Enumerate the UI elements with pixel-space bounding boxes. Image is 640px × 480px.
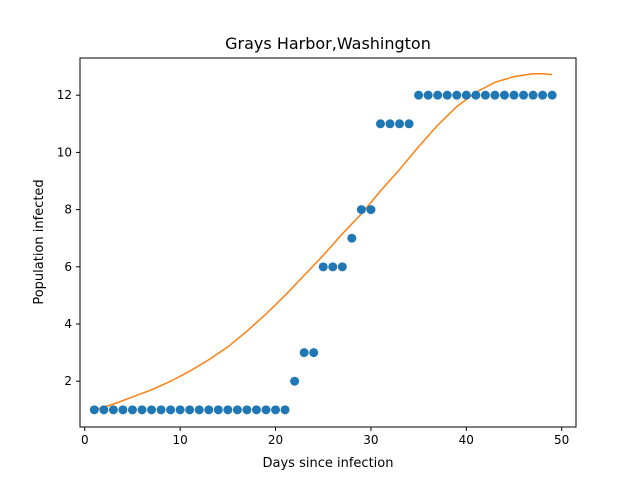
data-point xyxy=(290,376,300,386)
data-point xyxy=(309,348,319,358)
data-point xyxy=(328,262,338,272)
data-point xyxy=(519,90,529,100)
data-point xyxy=(185,405,195,415)
data-point xyxy=(261,405,271,415)
data-point xyxy=(204,405,214,415)
data-point xyxy=(433,90,443,100)
data-point xyxy=(89,405,99,415)
data-point xyxy=(366,205,376,215)
data-point xyxy=(375,119,385,129)
data-point xyxy=(318,262,328,272)
data-point xyxy=(232,405,242,415)
x-tick-label: 30 xyxy=(363,433,378,447)
data-point xyxy=(118,405,128,415)
data-point xyxy=(271,405,281,415)
data-point xyxy=(452,90,462,100)
data-point xyxy=(99,405,109,415)
data-point xyxy=(299,348,309,358)
data-point xyxy=(156,405,166,415)
data-point xyxy=(442,90,452,100)
data-point xyxy=(547,90,557,100)
data-point xyxy=(166,405,176,415)
data-point xyxy=(471,90,481,100)
data-point xyxy=(395,119,405,129)
fit-curve xyxy=(94,72,553,411)
x-axis: 0 10 20 30 40 50 xyxy=(81,427,569,447)
y-tick-label: 10 xyxy=(57,145,72,159)
x-axis-label: Days since infection xyxy=(263,456,394,471)
data-point xyxy=(242,405,252,415)
data-point xyxy=(385,119,395,129)
data-point xyxy=(509,90,519,100)
x-tick-label: 20 xyxy=(268,433,283,447)
data-point xyxy=(175,405,185,415)
plot-area xyxy=(89,72,557,415)
data-point xyxy=(461,90,471,100)
data-point xyxy=(404,119,414,129)
plot-frame xyxy=(79,57,577,428)
data-point xyxy=(194,405,204,415)
data-point xyxy=(423,90,433,100)
data-point xyxy=(538,90,548,100)
x-tick-label: 40 xyxy=(459,433,474,447)
data-point xyxy=(356,205,366,215)
y-axis: 2 4 6 8 10 12 xyxy=(57,88,80,388)
data-point xyxy=(490,90,500,100)
y-tick-label: 6 xyxy=(64,260,72,274)
data-point xyxy=(499,90,509,100)
y-axis-label: Population infected xyxy=(32,179,47,304)
y-tick-label: 4 xyxy=(64,317,72,331)
data-point xyxy=(127,405,137,415)
chart-title: Grays Harbor,Washington xyxy=(225,34,431,53)
data-point xyxy=(137,405,147,415)
x-tick-label: 0 xyxy=(81,433,89,447)
x-tick-label: 10 xyxy=(173,433,188,447)
y-tick-label: 2 xyxy=(64,374,72,388)
data-point xyxy=(223,405,233,415)
data-point xyxy=(480,90,490,100)
data-point xyxy=(108,405,118,415)
data-point xyxy=(147,405,157,415)
data-point xyxy=(337,262,347,272)
data-point xyxy=(347,233,357,243)
data-point xyxy=(528,90,538,100)
y-tick-label: 8 xyxy=(64,203,72,217)
data-point xyxy=(414,90,424,100)
data-point xyxy=(213,405,223,415)
data-point xyxy=(280,405,290,415)
x-tick-label: 50 xyxy=(554,433,569,447)
y-tick-label: 12 xyxy=(57,88,72,102)
data-point xyxy=(251,405,261,415)
